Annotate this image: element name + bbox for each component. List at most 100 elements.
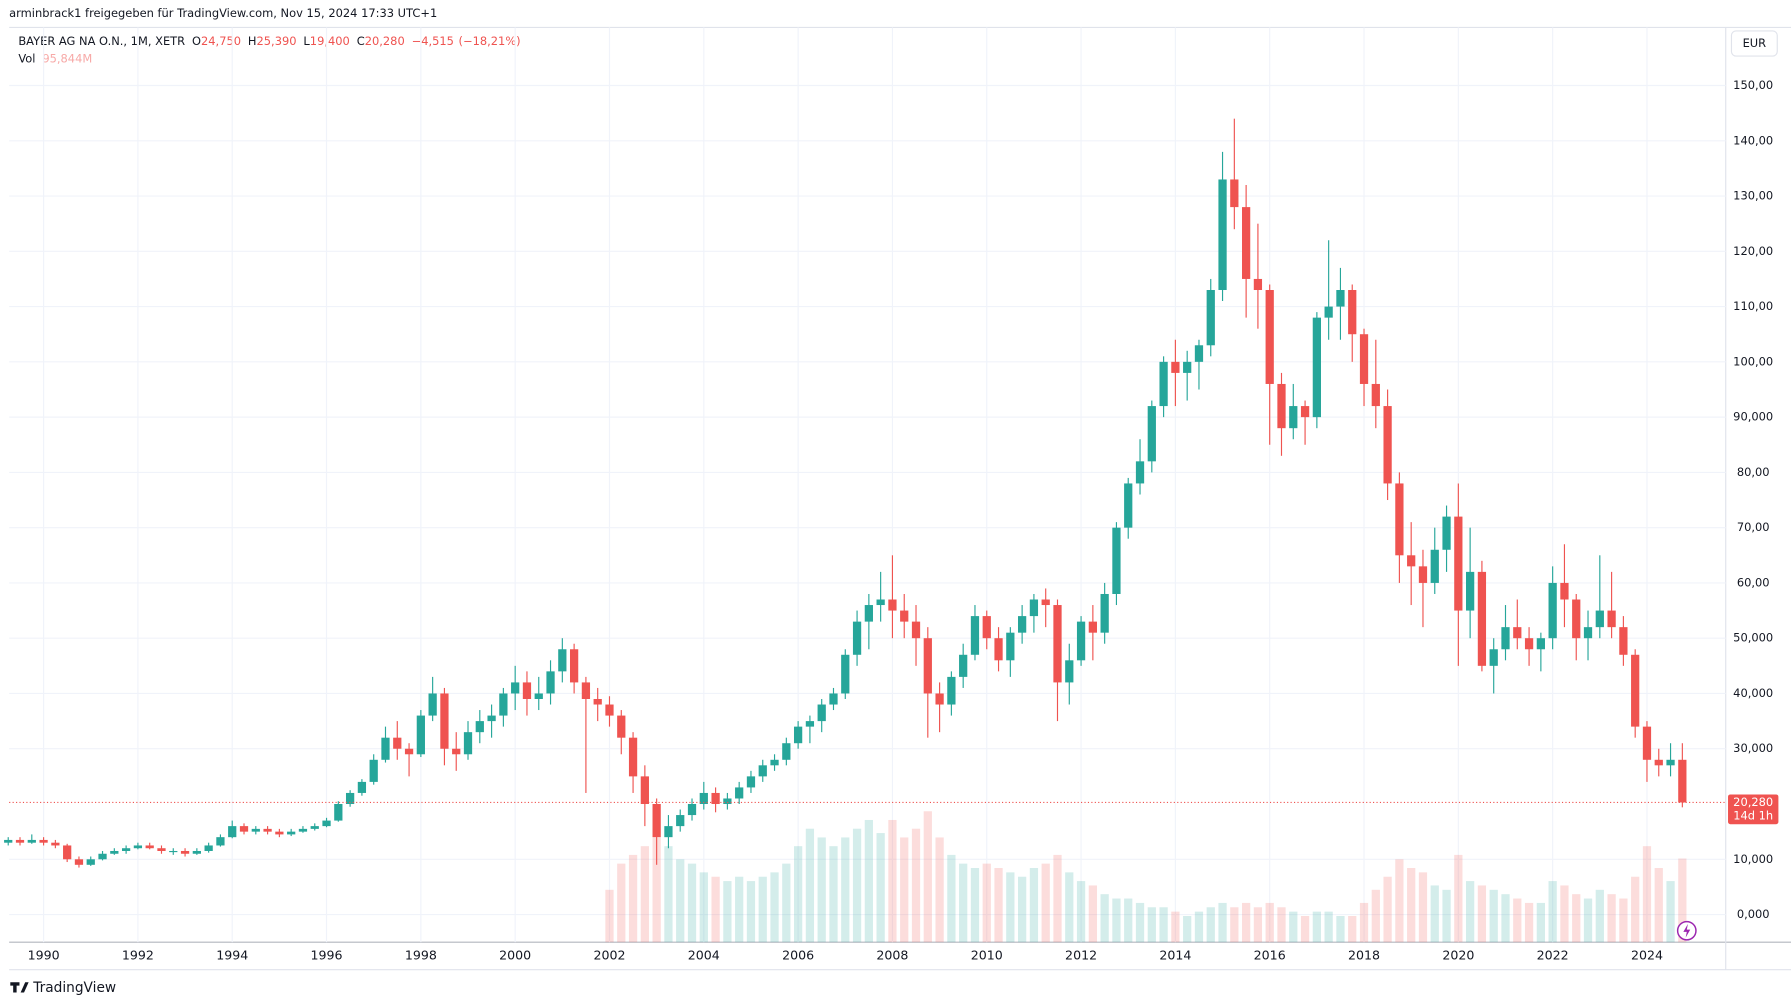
candle-body [1395,483,1404,556]
candle-body [864,605,873,622]
ohlc-value: 24,750 [201,34,241,48]
volume-bar [1442,889,1451,943]
candle-body [393,737,402,749]
vol-header: Vol 95,844M [18,51,92,65]
candle-body [263,828,272,832]
volume-bar [900,837,909,943]
candle-body [287,831,296,835]
candle-body [664,826,673,838]
candle-body [1359,334,1369,384]
plot [4,27,1726,943]
candle-body [251,828,260,832]
candle-body [1477,571,1487,666]
candle-body [628,737,638,777]
candle-body [452,748,461,755]
candle-body [534,693,543,699]
candle-body [1548,582,1557,639]
candle-body [204,845,213,851]
candle-body [1536,638,1545,650]
candle-body [1371,383,1380,407]
last-price-box [1728,794,1779,825]
x-tick-label: 2000 [499,947,531,962]
volume-bar [1430,885,1439,943]
ohlc-label: C [357,34,365,48]
candle-body [1253,278,1263,291]
candle-body [782,743,791,760]
volume-bar [935,837,944,943]
candle-body [617,715,626,738]
vol-label: Vol [18,51,35,65]
y-tick-label: 60,00 [1737,575,1770,589]
candle-body [1112,527,1121,594]
volume-bar [1041,863,1050,943]
y-tick-label: 100,00 [1733,354,1773,368]
candle-body [74,859,84,865]
candle-body [1124,483,1133,528]
ohlc-value: 20,280 [365,34,405,48]
volume-bar [735,876,744,943]
currency[interactable]: EUR [1743,36,1767,50]
volume-bar [1607,894,1616,943]
volume-bar [1383,876,1392,943]
candle-body [1289,406,1298,429]
candle-body [1053,605,1062,683]
volume-bar [1418,872,1428,943]
volume-bar [1053,854,1062,943]
volume-bar [1171,911,1180,943]
candle-body [982,616,991,639]
x-tick-label: 2018 [1348,947,1380,962]
y-tick-label: 80,00 [1737,465,1770,479]
volume-bar [1336,915,1345,943]
volume-bar [1218,902,1227,943]
candle-body [1006,632,1015,661]
currency-button[interactable] [1730,30,1778,57]
candle-body [1277,383,1286,429]
volume-bar [1619,898,1628,943]
candle-body [852,621,862,655]
candle-body [1560,582,1569,600]
volume-bar [1206,907,1215,943]
vol-value: 95,844M [42,51,92,65]
volume-bar [793,846,803,943]
volume-bar [1029,867,1039,943]
candle-body [558,649,567,672]
volume-bar [1265,902,1274,943]
candle-body [86,859,95,865]
candle-body [1489,649,1498,666]
ohlc-label: O [192,34,201,48]
volume-bar [1666,881,1675,943]
x-tick-label: 1992 [122,947,154,962]
y-tick-label: 140,00 [1733,133,1773,147]
candle-body [640,776,649,805]
x-tick-label: 2002 [593,947,625,962]
candle-body [369,759,378,782]
last-price-label: 20,280 [1733,795,1773,809]
volume-bar [1454,854,1463,943]
volume-bar [628,854,638,943]
candle-body [1135,461,1145,484]
candle-body [1147,406,1156,462]
volume-bar [1324,911,1333,943]
volume-bar [664,846,673,943]
candle-body [27,839,36,843]
candle-body [970,616,980,655]
volume-bar [911,828,921,943]
volume-bar [687,863,697,943]
candle-body [876,599,885,606]
candle-body [711,792,720,805]
volume-bar [1654,867,1663,943]
volume-bar [1489,889,1498,943]
volume-bar [1312,911,1321,943]
candle-body [581,682,591,699]
candle-body [793,726,803,744]
candle-body [499,693,508,716]
volume-bar [676,859,685,943]
candle-body [357,781,367,793]
candle-body [1501,627,1510,650]
volume-bar [1536,902,1545,943]
ohlc-value: 25,390 [257,34,297,48]
candle-body [1583,627,1593,639]
volume-bar [1194,911,1204,943]
